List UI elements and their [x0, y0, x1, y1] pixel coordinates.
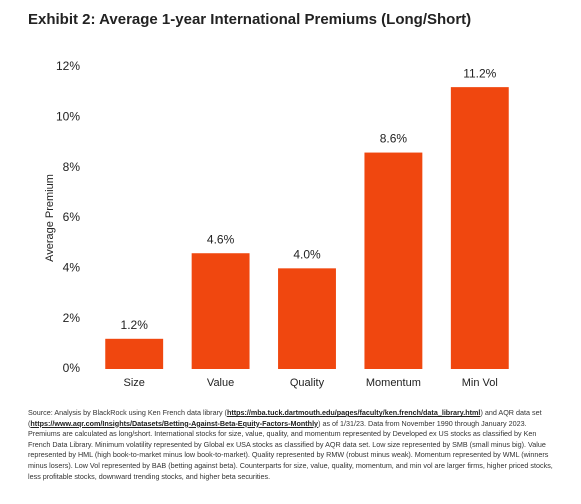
y-tick-label: 6%	[63, 210, 81, 224]
bar	[191, 253, 250, 369]
y-tick-label: 0%	[63, 361, 81, 375]
y-tick-label: 4%	[63, 261, 81, 275]
value-label: 11.2%	[463, 66, 496, 80]
x-tick-label: Min Vol	[462, 377, 498, 389]
y-tick-label: 2%	[63, 311, 81, 325]
bar	[364, 152, 423, 369]
value-label: 4.0%	[293, 248, 321, 262]
chart-title: Exhibit 2: Average 1-year International …	[28, 11, 471, 28]
y-tick-label: 12%	[56, 59, 80, 73]
value-label: 4.6%	[207, 232, 235, 246]
bar	[278, 268, 336, 369]
value-label: 1.2%	[121, 318, 149, 332]
y-tick-label: 8%	[63, 160, 81, 174]
y-axis-label: Average Premium	[44, 174, 56, 262]
bar	[450, 87, 509, 369]
source-text: ) as of 1/31/23. Data from November 1990…	[28, 418, 553, 481]
source-note: Source: Analysis by BlackRock using Ken …	[28, 408, 556, 482]
chart: Exhibit 2: Average 1-year International …	[28, 11, 509, 389]
x-tick-label: Value	[207, 377, 234, 389]
source-text: Source: Analysis by BlackRock using Ken …	[28, 408, 227, 417]
x-tick-label: Quality	[290, 377, 325, 389]
bar	[105, 338, 164, 369]
source-link[interactable]: https://www.aqr.com/Insights/Datasets/Be…	[30, 418, 319, 428]
x-tick-label: Momentum	[366, 377, 421, 389]
y-tick-label: 10%	[56, 110, 80, 124]
source-text: ) and AQR data set (	[28, 408, 542, 428]
x-tick-label: Size	[123, 377, 144, 389]
value-label: 8.6%	[380, 132, 408, 146]
source-link[interactable]: https://mba.tuck.dartmouth.edu/pages/fac…	[226, 408, 481, 417]
